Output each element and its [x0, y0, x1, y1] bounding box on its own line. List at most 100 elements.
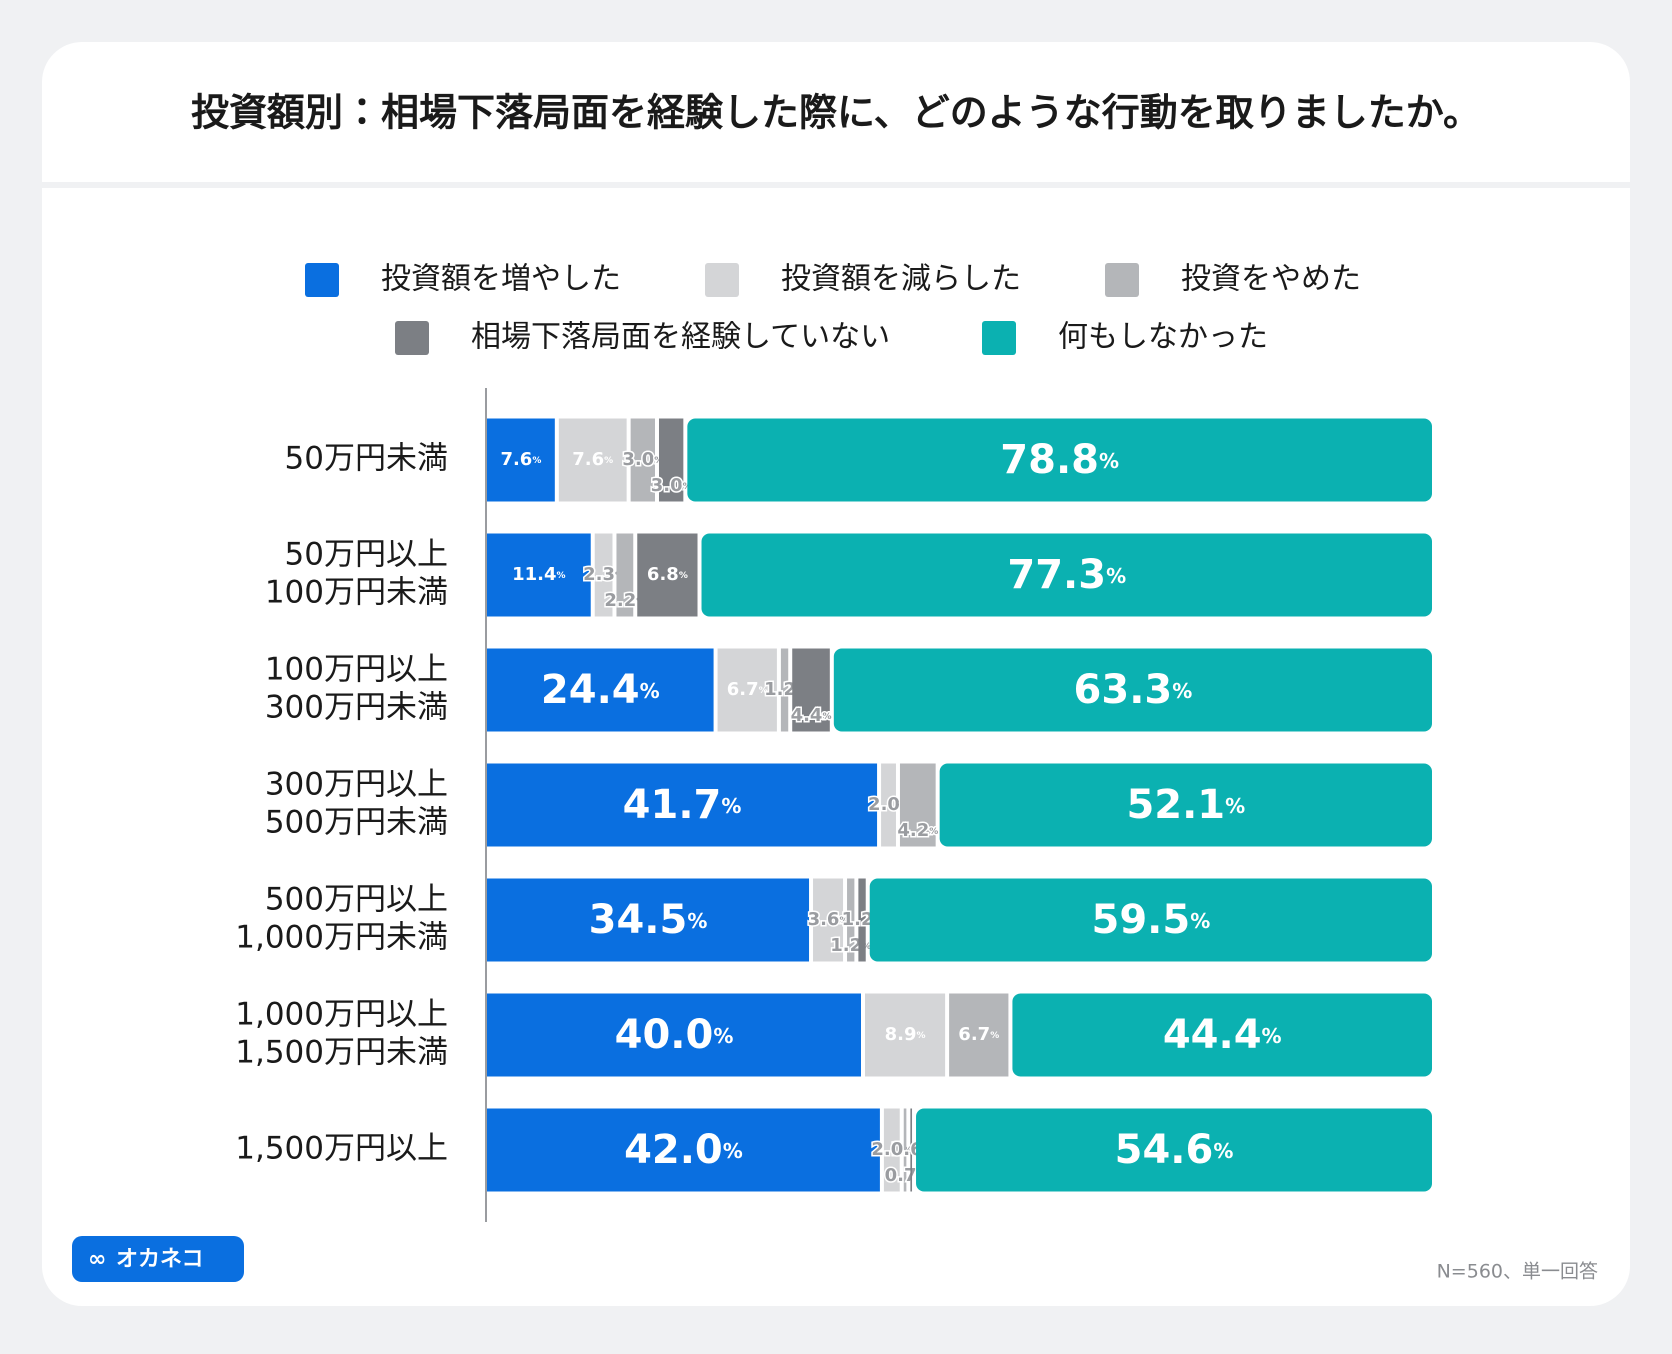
legend-swatch — [705, 263, 739, 297]
value-label-unit: % — [679, 571, 688, 581]
value-label: 7.6% — [572, 449, 613, 470]
value-label-number: 1.2 — [842, 909, 874, 930]
bar-segment — [717, 648, 777, 732]
bar-segment — [487, 993, 861, 1077]
bar-segment — [881, 763, 896, 847]
value-label-unit: % — [759, 686, 768, 696]
logo-mark: ∞ — [88, 1247, 106, 1272]
legend-swatch — [982, 321, 1016, 355]
y-tick-label: 300万円未満 — [265, 690, 448, 726]
bar-segment — [865, 993, 946, 1077]
value-label-unit: % — [1190, 909, 1210, 933]
value-label-number: 3.0 — [651, 475, 683, 496]
bar-segment — [847, 878, 855, 962]
bar-segment — [883, 1108, 900, 1192]
legend-label: 相場下落局面を経験していない — [471, 320, 890, 355]
bar-segment — [658, 418, 684, 502]
value-label-number: 6.7 — [958, 1024, 990, 1045]
bar-segment — [616, 533, 634, 617]
y-tick-label: 500万円未満 — [265, 805, 448, 841]
value-label-number: 77.3 — [1007, 552, 1106, 598]
value-label: 6.7% — [958, 1024, 999, 1045]
bar-segment — [916, 1108, 1432, 1192]
value-label-unit: % — [640, 679, 660, 703]
value-label-number: 2.3 — [583, 564, 615, 585]
y-tick-label: 1,000万円未満 — [235, 920, 448, 956]
y-tick-label: 500万円以上 — [265, 882, 448, 918]
bar-segment — [939, 763, 1432, 847]
value-label-number: 2.2 — [604, 590, 636, 611]
value-label-unit: % — [1213, 1139, 1233, 1163]
bar-segment — [833, 648, 1432, 732]
value-label-number: 7.6 — [572, 449, 604, 470]
value-label-number: 3.6 — [808, 909, 840, 930]
value-label-number: 0.7 — [885, 1165, 917, 1186]
value-label: 6.8% — [647, 564, 688, 585]
chart-title: 投資額別：相場下落局面を経験した際に、どのような行動を取りましたか。 — [191, 91, 1481, 135]
bar-segment — [487, 648, 714, 732]
logo-text: オカネコ — [116, 1247, 204, 1272]
value-label-number: 2.1 — [871, 1139, 903, 1160]
bar-segment — [487, 878, 810, 962]
value-label: 11.4% — [512, 564, 565, 585]
value-label-number: 44.4 — [1163, 1012, 1262, 1058]
value-label: 77.3% — [1007, 552, 1126, 598]
value-label-number: 52.1 — [1126, 782, 1225, 828]
value-label-number: 63.3 — [1074, 667, 1173, 713]
value-label-number: 4.4 — [791, 705, 823, 726]
value-label: 24.4% — [541, 667, 660, 713]
y-tick-label: 1,500万円以上 — [235, 1131, 448, 1167]
value-label-number: 34.5 — [589, 897, 688, 943]
value-label-number: 8.9 — [885, 1024, 917, 1045]
bar-segment — [813, 878, 844, 962]
value-label-number: 40.0 — [615, 1012, 714, 1058]
bar-segment — [637, 533, 698, 617]
value-label: 2.1% — [871, 1139, 912, 1160]
value-label-number: 1.2 — [764, 679, 796, 700]
value-label-number: 3.0 — [622, 449, 654, 470]
value-label: 6.7% — [727, 679, 768, 700]
bar-segment — [858, 878, 866, 962]
value-label-number: 6.8 — [647, 564, 679, 585]
bar-segment — [487, 533, 591, 617]
bar-segment — [630, 418, 655, 502]
bar-segment — [910, 1108, 913, 1192]
value-label: 40.0% — [615, 1012, 734, 1058]
legend-label: 投資額を減らした — [781, 262, 1021, 297]
y-tick-label: 100万円未満 — [265, 575, 448, 611]
value-label: 63.3% — [1074, 667, 1193, 713]
value-label-unit: % — [916, 1031, 925, 1041]
value-label-number: 7.6 — [500, 449, 532, 470]
bar-segment — [1012, 993, 1432, 1077]
value-label-number: 78.8 — [1000, 437, 1099, 483]
title-separator — [42, 182, 1630, 188]
y-tick-label: 1,500万円未満 — [235, 1035, 448, 1071]
bar-segment — [701, 533, 1432, 617]
value-label: 54.6% — [1115, 1127, 1234, 1173]
bar-segment — [903, 1108, 907, 1192]
value-label: 44.4% — [1163, 1012, 1282, 1058]
value-label-number: 11.4 — [512, 564, 556, 585]
legend-swatch — [1105, 263, 1139, 297]
value-label: 42.0% — [624, 1127, 743, 1173]
bar-segment — [487, 1108, 880, 1192]
value-label-unit: % — [839, 916, 848, 926]
value-label-unit: % — [990, 1031, 999, 1041]
value-label: 78.8% — [1000, 437, 1119, 483]
value-label-unit: % — [1262, 1024, 1282, 1048]
y-tick-label: 100万円以上 — [265, 652, 448, 688]
y-tick-label: 1,000万円以上 — [235, 997, 448, 1033]
value-label-number: 6.7 — [727, 679, 759, 700]
bar-segment — [594, 533, 613, 617]
value-label: 59.5% — [1091, 897, 1210, 943]
value-label-unit: % — [1172, 679, 1192, 703]
value-label: 4.2% — [897, 820, 938, 841]
value-label-unit: % — [1225, 794, 1245, 818]
value-label-unit: % — [713, 1024, 733, 1048]
value-label-number: 2.0 — [868, 794, 900, 815]
value-label-unit: % — [1106, 564, 1126, 588]
bar-segment — [869, 878, 1432, 962]
y-tick-label: 50万円以上 — [285, 537, 448, 573]
